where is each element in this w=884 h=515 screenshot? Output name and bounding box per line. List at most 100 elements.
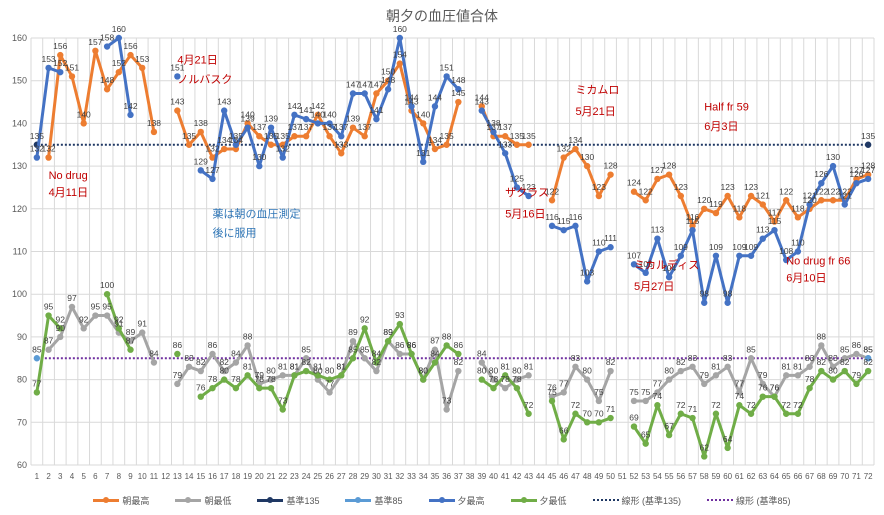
data-label: 82 <box>454 357 464 367</box>
x-tick-label: 4 <box>70 472 75 481</box>
data-point <box>806 201 813 208</box>
legend-swatch <box>428 497 455 503</box>
data-point <box>841 201 848 208</box>
data-point <box>45 64 52 72</box>
data-point <box>560 389 567 396</box>
data-point <box>279 154 286 161</box>
data-label: 122 <box>779 186 793 196</box>
x-tick-label: 16 <box>208 472 217 481</box>
data-label: 118 <box>791 203 805 213</box>
legend-swatch <box>175 497 202 503</box>
data-label: 80 <box>664 366 674 376</box>
legend-item: 夕最低 <box>510 494 567 507</box>
data-point <box>701 205 708 212</box>
legend-label: 線形 (基準135) <box>621 495 682 506</box>
data-point <box>197 167 204 174</box>
data-point <box>630 261 638 268</box>
x-tick-label: 56 <box>676 472 685 481</box>
data-point <box>302 133 310 140</box>
data-label: 151 <box>440 62 454 72</box>
data-point <box>607 367 614 375</box>
x-tick-label: 17 <box>220 472 229 481</box>
data-label: 148 <box>381 75 395 85</box>
data-label: 132 <box>557 144 571 154</box>
data-point <box>572 363 579 370</box>
data-label: 133 <box>498 139 512 149</box>
data-label: 148 <box>451 75 465 85</box>
annotation: ミカルディス <box>634 258 699 272</box>
data-label: 140 <box>322 109 336 119</box>
data-label: 100 <box>100 280 114 290</box>
annotation: 6月3日 <box>704 121 738 133</box>
data-point <box>174 73 181 80</box>
data-point <box>431 145 439 153</box>
data-label: 82 <box>606 357 616 367</box>
data-point <box>829 376 837 383</box>
data-point <box>630 188 638 195</box>
data-point <box>841 367 848 375</box>
x-tick-label: 18 <box>231 472 240 481</box>
data-point <box>420 120 427 127</box>
data-label: 156 <box>53 41 67 51</box>
data-point <box>829 363 837 370</box>
data-label: 81 <box>524 361 534 371</box>
data-point <box>326 376 333 383</box>
data-point <box>349 337 357 345</box>
data-label: 143 <box>217 97 231 107</box>
data-point <box>782 372 790 379</box>
data-label: 150 <box>381 67 395 77</box>
x-tick-label: 37 <box>454 472 463 481</box>
x-tick-label: 27 <box>337 472 346 481</box>
data-point <box>794 410 802 417</box>
x-tick-label: 52 <box>630 472 639 481</box>
data-label: 75 <box>547 387 557 397</box>
data-label: 115 <box>557 216 571 226</box>
data-label: 143 <box>170 97 184 107</box>
data-point <box>806 363 813 370</box>
annotation: 4月11日 <box>49 187 89 199</box>
data-point <box>33 355 41 362</box>
data-point <box>724 299 731 306</box>
data-label: 130 <box>826 152 840 162</box>
data-label: 83 <box>805 353 815 363</box>
data-label: 89 <box>383 327 393 337</box>
x-tick-label: 59 <box>711 472 720 481</box>
data-label: 142 <box>287 101 301 111</box>
series-lines <box>33 34 872 460</box>
data-point <box>291 372 298 379</box>
data-point <box>455 98 462 106</box>
data-point <box>103 43 111 50</box>
data-label: 88 <box>442 331 452 341</box>
data-point <box>127 51 134 59</box>
data-point <box>595 192 603 200</box>
data-label: 80 <box>418 366 428 376</box>
data-point <box>338 133 345 140</box>
data-point <box>455 367 462 375</box>
data-point <box>373 115 380 123</box>
data-point <box>794 372 802 379</box>
data-label: 122 <box>639 186 653 196</box>
annotation: No drug <box>49 170 88 182</box>
x-tick-label: 53 <box>641 472 650 481</box>
data-label: 62 <box>699 442 709 452</box>
annotation: 薬は朝の血圧測定 <box>212 206 300 220</box>
data-point <box>443 342 450 349</box>
data-point <box>525 192 532 200</box>
data-label: 76 <box>758 383 768 393</box>
data-label: 144 <box>475 92 489 102</box>
data-label: 137 <box>498 122 512 132</box>
data-point <box>185 363 193 370</box>
data-point <box>314 372 322 379</box>
x-tick-label: 47 <box>571 472 580 481</box>
data-point <box>33 154 41 161</box>
x-axis: 1 2 3 4 5 6 7 8 9 10 11 12 13 14 15 16 17 18 19 20 21 22 23 24 2… <box>35 472 874 481</box>
data-point <box>525 141 532 148</box>
data-label: 84 <box>231 349 241 359</box>
data-label: 129 <box>194 156 208 166</box>
data-label: 116 <box>545 212 559 222</box>
data-point <box>747 192 755 200</box>
data-label: 140 <box>311 109 325 119</box>
y-tick-label: 140 <box>12 118 27 128</box>
data-label: 123 <box>522 182 536 192</box>
